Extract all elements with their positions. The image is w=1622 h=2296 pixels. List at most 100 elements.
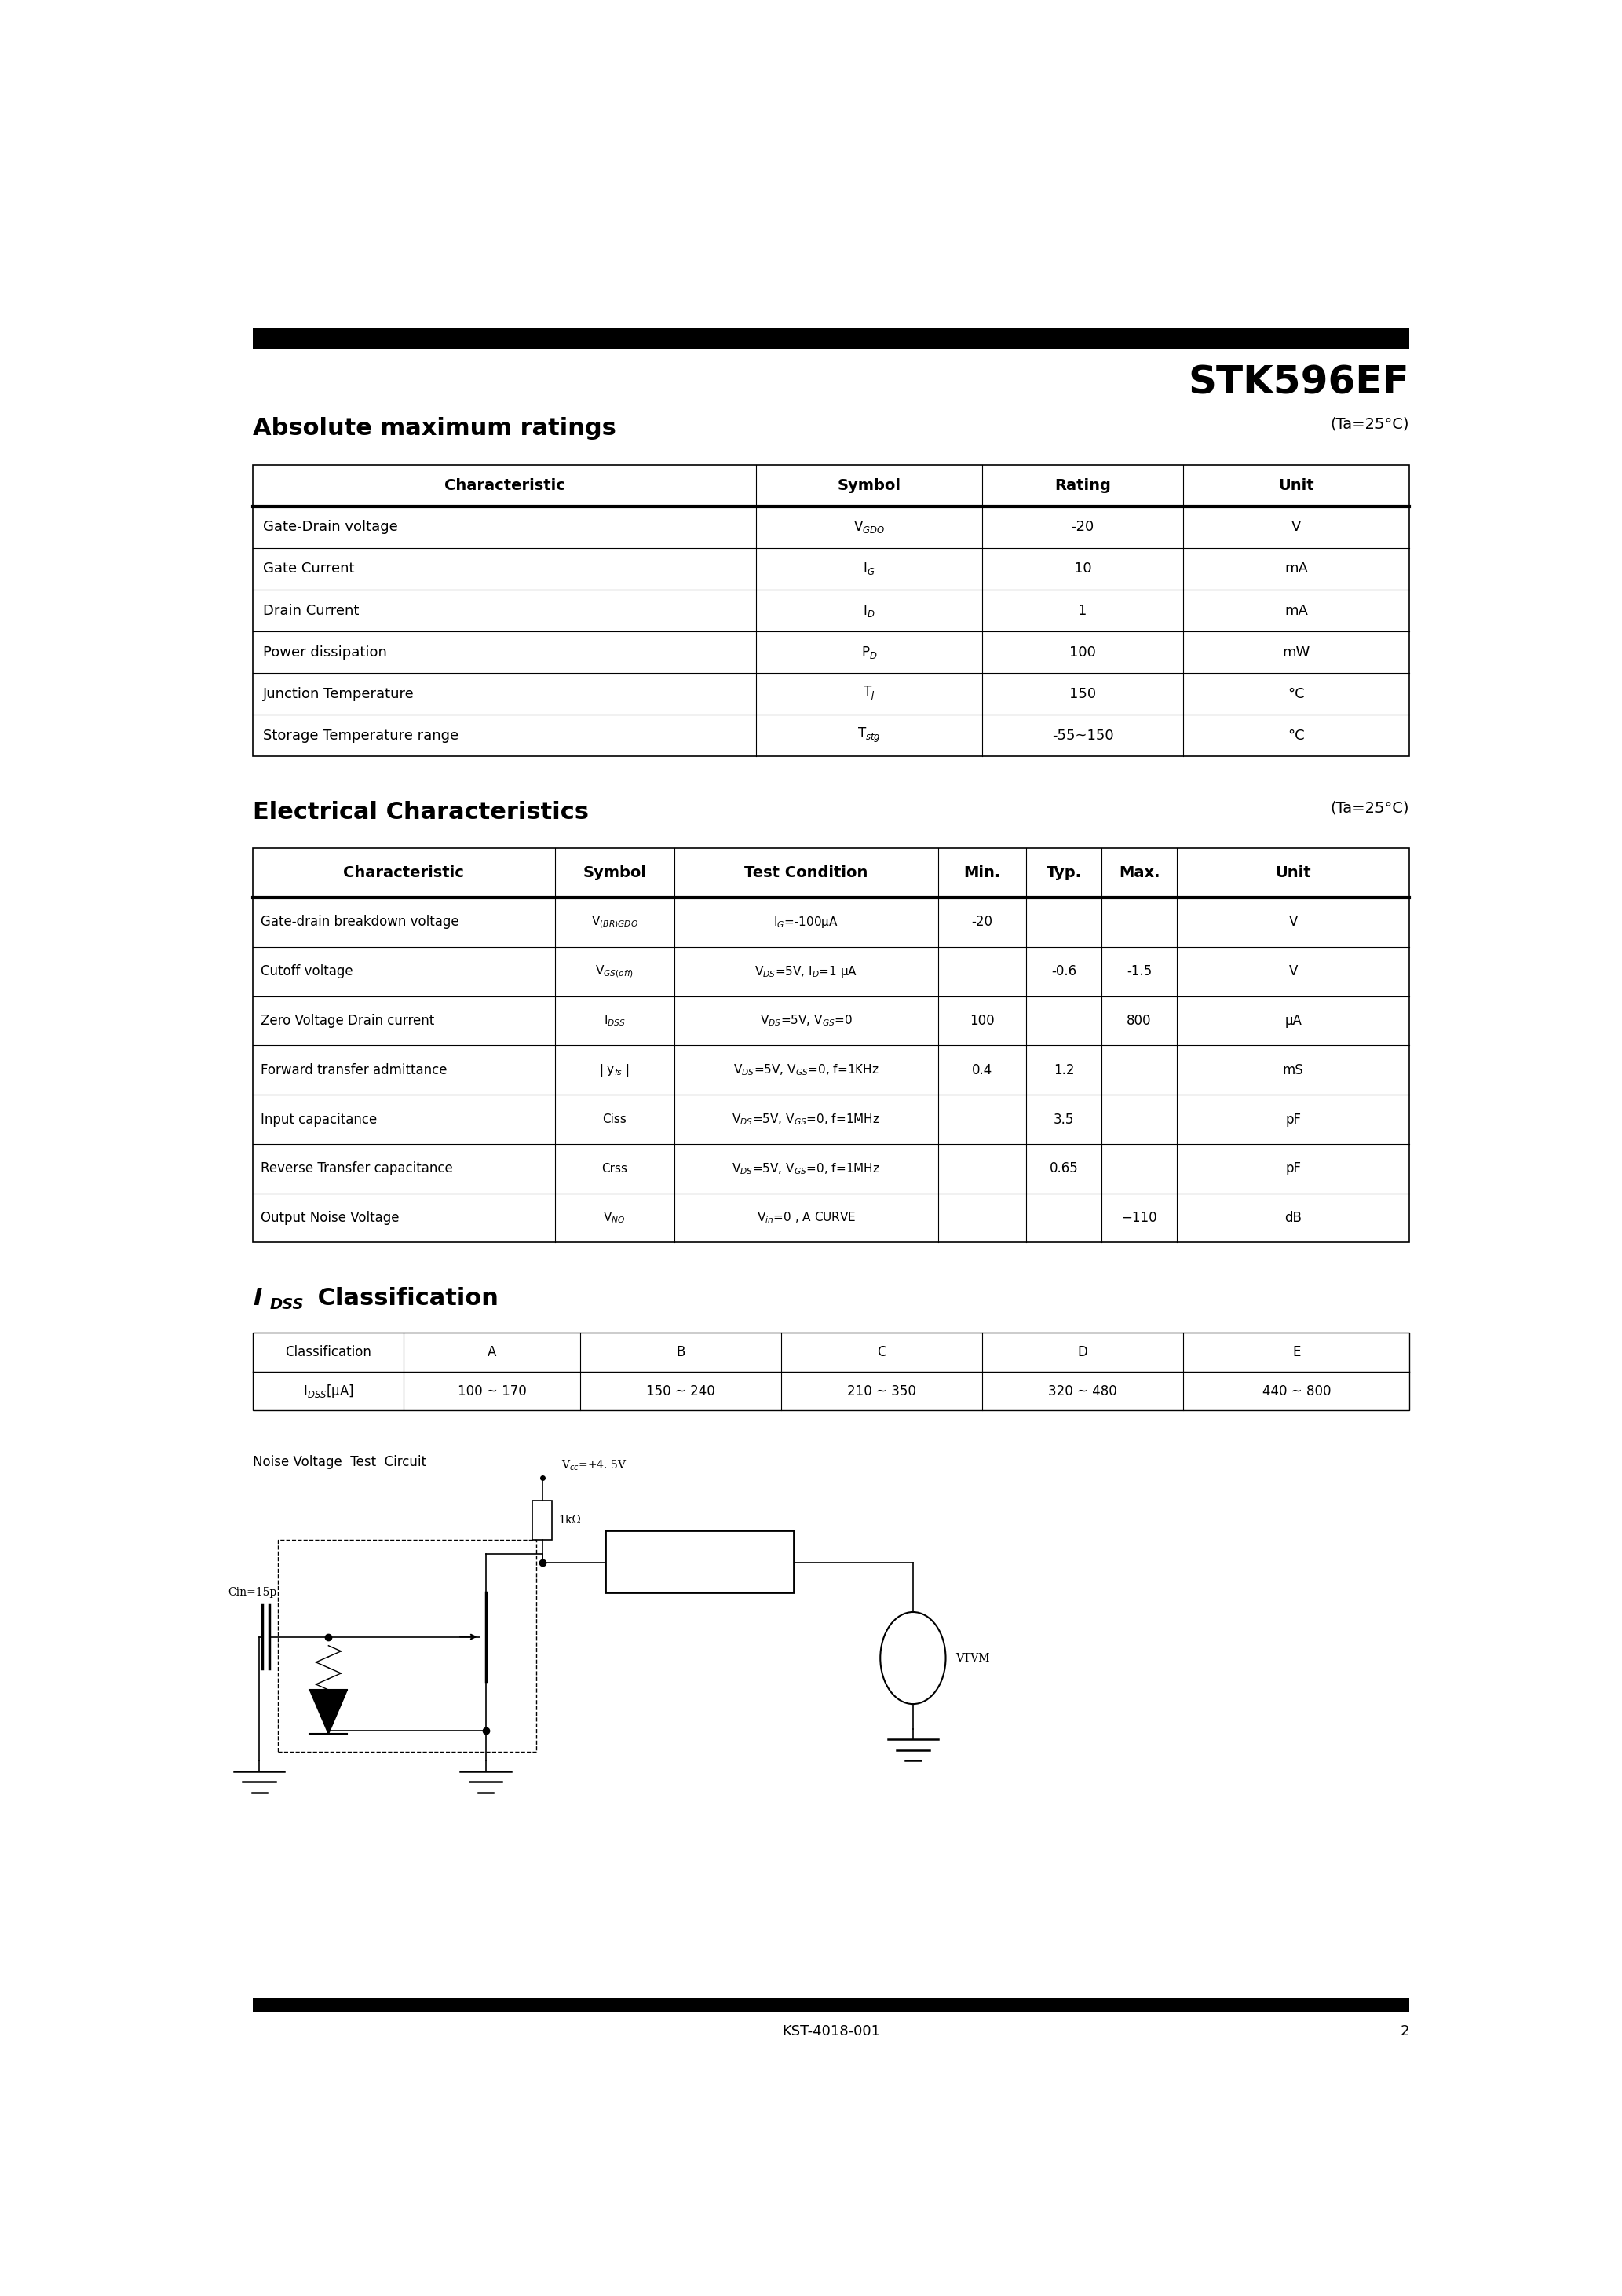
Text: 440 ~ 800: 440 ~ 800	[1262, 1384, 1330, 1398]
Text: -20: -20	[972, 916, 993, 930]
Bar	[253, 847, 1410, 1242]
Text: 3.5: 3.5	[1053, 1111, 1074, 1127]
Text: 0.4: 0.4	[972, 1063, 993, 1077]
Text: I: I	[253, 1286, 263, 1309]
Text: 150: 150	[1069, 687, 1096, 700]
Bar	[253, 1998, 1410, 2011]
Text: Forward transfer admittance: Forward transfer admittance	[261, 1063, 448, 1077]
Text: V$_{DS}$=5V, I$_{D}$=1 μA: V$_{DS}$=5V, I$_{D}$=1 μA	[754, 964, 858, 978]
Text: I$_{DSS}$: I$_{DSS}$	[603, 1013, 626, 1029]
Text: mS: mS	[1283, 1063, 1304, 1077]
Text: DSS: DSS	[269, 1297, 303, 1313]
Text: Input capacitance: Input capacitance	[261, 1111, 376, 1127]
Text: 800: 800	[1127, 1015, 1152, 1029]
Text: Min.: Min.	[963, 866, 1001, 879]
Text: V$_{GS(off)}$: V$_{GS(off)}$	[595, 964, 634, 978]
Text: Cutoff voltage: Cutoff voltage	[261, 964, 354, 978]
Text: D: D	[1077, 1345, 1088, 1359]
Text: dB: dB	[1285, 1210, 1302, 1226]
Text: 320 ~ 480: 320 ~ 480	[1048, 1384, 1118, 1398]
Text: T$_{J}$: T$_{J}$	[863, 684, 874, 703]
Text: 150 ~ 240: 150 ~ 240	[646, 1384, 715, 1398]
Text: °C: °C	[1288, 728, 1304, 742]
Text: -55~150: -55~150	[1051, 728, 1114, 742]
Text: A: A	[487, 1345, 496, 1359]
Text: T$_{stg}$: T$_{stg}$	[858, 726, 881, 744]
Text: Storage Temperature range: Storage Temperature range	[263, 728, 459, 742]
Circle shape	[881, 1612, 946, 1704]
Bar	[605, 1531, 793, 1593]
Text: pF: pF	[1285, 1111, 1301, 1127]
Text: JIS  A: JIS A	[668, 1552, 730, 1570]
Text: (Ta=25°C): (Ta=25°C)	[1330, 418, 1410, 432]
Text: -1.5: -1.5	[1127, 964, 1152, 978]
Text: VTVM: VTVM	[955, 1653, 989, 1665]
Text: Crss: Crss	[602, 1162, 628, 1176]
Text: Drain Current: Drain Current	[263, 604, 358, 618]
Text: C: C	[878, 1345, 886, 1359]
Text: 1kΩ: 1kΩ	[558, 1515, 581, 1525]
Text: Zero Voltage Drain current: Zero Voltage Drain current	[261, 1015, 435, 1029]
Text: pF: pF	[1285, 1162, 1301, 1176]
Text: Characteristic: Characteristic	[444, 478, 564, 494]
Text: Typ.: Typ.	[1046, 866, 1082, 879]
Text: 210 ~ 350: 210 ~ 350	[847, 1384, 916, 1398]
Text: mA: mA	[1285, 563, 1307, 576]
Text: V: V	[1289, 916, 1298, 930]
Text: V$_{GDO}$: V$_{GDO}$	[853, 519, 884, 535]
Text: V$_{in}$=0 , A CURVE: V$_{in}$=0 , A CURVE	[756, 1210, 856, 1226]
Text: 1.2: 1.2	[1053, 1063, 1074, 1077]
Text: Symbol: Symbol	[837, 478, 900, 494]
Text: E: E	[1293, 1345, 1301, 1359]
Text: 100: 100	[970, 1015, 994, 1029]
Bar	[253, 1332, 1410, 1410]
Text: Symbol: Symbol	[582, 866, 646, 879]
Text: μA: μA	[1285, 1015, 1302, 1029]
Text: Max.: Max.	[1119, 866, 1160, 879]
Text: V: V	[1289, 964, 1298, 978]
Text: 0.65: 0.65	[1049, 1162, 1079, 1176]
Text: I$_{G}$=-100μA: I$_{G}$=-100μA	[774, 914, 839, 930]
Text: V: V	[907, 1649, 920, 1667]
Text: | y$_{fs}$ |: | y$_{fs}$ |	[599, 1063, 629, 1077]
Text: I$_{G}$: I$_{G}$	[863, 560, 876, 576]
Text: Cin=15p: Cin=15p	[227, 1587, 277, 1598]
Text: 2: 2	[1400, 2025, 1410, 2039]
Text: Gate Current: Gate Current	[263, 563, 355, 576]
Text: Gate-Drain voltage: Gate-Drain voltage	[263, 521, 397, 535]
Text: Output Noise Voltage: Output Noise Voltage	[261, 1210, 399, 1226]
Text: V: V	[1291, 521, 1301, 535]
Text: °C: °C	[1288, 687, 1304, 700]
Text: Rating: Rating	[1054, 478, 1111, 494]
Text: Classification: Classification	[310, 1286, 498, 1309]
Text: KST-4018-001: KST-4018-001	[782, 2025, 881, 2039]
Text: Power dissipation: Power dissipation	[263, 645, 388, 659]
Text: V$_{DS}$=5V, V$_{GS}$=0, f=1MHz: V$_{DS}$=5V, V$_{GS}$=0, f=1MHz	[732, 1111, 881, 1127]
Text: V$_{cc}$=+4. 5V: V$_{cc}$=+4. 5V	[561, 1458, 626, 1472]
Text: Ciss: Ciss	[602, 1114, 626, 1125]
Text: I$_{DSS}$[μA]: I$_{DSS}$[μA]	[303, 1382, 354, 1401]
Bar	[279, 1541, 535, 1752]
Bar	[532, 1502, 551, 1541]
Text: B: B	[676, 1345, 684, 1359]
Text: −110: −110	[1121, 1210, 1156, 1226]
Text: Unit: Unit	[1278, 478, 1314, 494]
Text: mW: mW	[1283, 645, 1311, 659]
Text: Absolute maximum ratings: Absolute maximum ratings	[253, 418, 616, 441]
Bar	[253, 328, 1410, 349]
Text: 10: 10	[1074, 563, 1092, 576]
Polygon shape	[310, 1690, 347, 1733]
Text: 100: 100	[1069, 645, 1096, 659]
Text: V$_{DS}$=5V, V$_{GS}$=0: V$_{DS}$=5V, V$_{GS}$=0	[759, 1013, 853, 1029]
Text: Test Condition: Test Condition	[744, 866, 868, 879]
Text: -0.6: -0.6	[1051, 964, 1077, 978]
Text: Reverse Transfer capacitance: Reverse Transfer capacitance	[261, 1162, 453, 1176]
Text: -20: -20	[1071, 521, 1095, 535]
Text: V$_{NO}$: V$_{NO}$	[603, 1210, 626, 1226]
Text: Junction Temperature: Junction Temperature	[263, 687, 414, 700]
Text: Electrical Characteristics: Electrical Characteristics	[253, 801, 589, 824]
Text: 100 ~ 170: 100 ~ 170	[457, 1384, 526, 1398]
Text: Noise Voltage  Test  Circuit: Noise Voltage Test Circuit	[253, 1456, 427, 1469]
Text: V$_{DS}$=5V, V$_{GS}$=0, f=1MHz: V$_{DS}$=5V, V$_{GS}$=0, f=1MHz	[732, 1162, 881, 1176]
Text: I$_{D}$: I$_{D}$	[863, 602, 874, 618]
